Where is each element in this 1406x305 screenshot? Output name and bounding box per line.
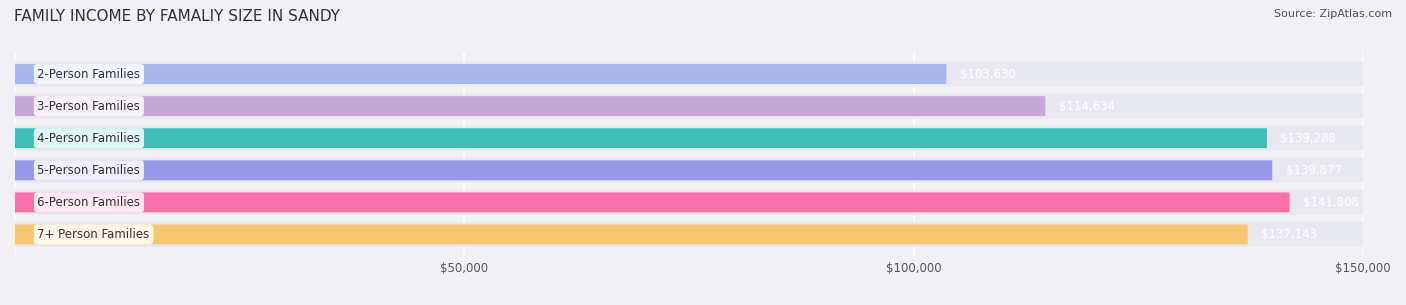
FancyBboxPatch shape — [15, 190, 1364, 215]
FancyBboxPatch shape — [15, 160, 1272, 180]
FancyBboxPatch shape — [15, 224, 1247, 244]
Text: 5-Person Families: 5-Person Families — [38, 164, 141, 177]
FancyBboxPatch shape — [15, 64, 946, 84]
Text: 4-Person Families: 4-Person Families — [38, 132, 141, 145]
FancyBboxPatch shape — [15, 62, 1364, 87]
FancyBboxPatch shape — [15, 94, 1364, 119]
Text: $114,634: $114,634 — [1059, 100, 1115, 113]
Text: 2-Person Families: 2-Person Families — [38, 67, 141, 81]
Text: $139,288: $139,288 — [1281, 132, 1336, 145]
Text: $141,808: $141,808 — [1303, 196, 1360, 209]
Text: 6-Person Families: 6-Person Families — [38, 196, 141, 209]
FancyBboxPatch shape — [15, 96, 1045, 116]
Text: 7+ Person Families: 7+ Person Families — [38, 228, 149, 241]
Text: $137,143: $137,143 — [1261, 228, 1317, 241]
Text: $139,877: $139,877 — [1285, 164, 1341, 177]
FancyBboxPatch shape — [15, 126, 1364, 151]
Text: 3-Person Families: 3-Person Families — [38, 100, 141, 113]
FancyBboxPatch shape — [15, 158, 1364, 183]
FancyBboxPatch shape — [15, 128, 1267, 148]
Text: $103,630: $103,630 — [960, 67, 1015, 81]
FancyBboxPatch shape — [15, 222, 1364, 247]
Text: Source: ZipAtlas.com: Source: ZipAtlas.com — [1274, 9, 1392, 19]
Text: FAMILY INCOME BY FAMALIY SIZE IN SANDY: FAMILY INCOME BY FAMALIY SIZE IN SANDY — [14, 9, 340, 24]
FancyBboxPatch shape — [15, 192, 1289, 212]
